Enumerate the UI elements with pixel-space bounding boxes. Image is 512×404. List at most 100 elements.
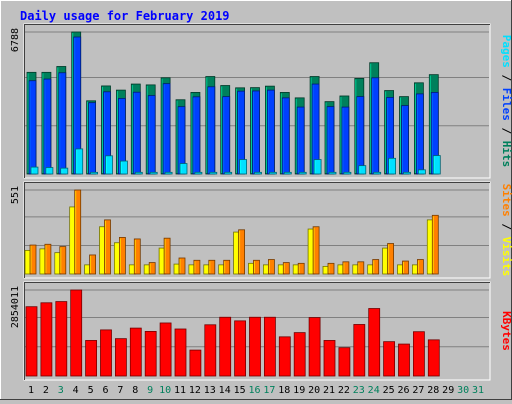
sites-bar bbox=[59, 246, 67, 275]
sites-bar bbox=[253, 259, 260, 275]
pages-bar bbox=[194, 171, 203, 175]
pages-bar bbox=[224, 171, 233, 175]
visits-sites-panel-axis-label-part: Sites bbox=[500, 184, 512, 217]
pages-bar bbox=[60, 167, 69, 175]
kbytes-bar bbox=[383, 341, 396, 377]
sites-bar bbox=[208, 259, 216, 275]
day-label: 24 bbox=[368, 385, 380, 396]
kbytes-bar bbox=[204, 324, 217, 377]
kbytes-bar bbox=[144, 331, 157, 377]
kbytes-bar bbox=[189, 349, 202, 377]
sites-bar bbox=[312, 226, 320, 275]
day-label: 27 bbox=[412, 385, 424, 396]
sites-bar bbox=[74, 189, 82, 275]
pages-bar bbox=[164, 171, 173, 175]
day-label: 30 bbox=[457, 385, 469, 396]
kbytes-bar bbox=[249, 316, 261, 377]
sites-bar bbox=[29, 244, 37, 275]
hits-files-pages-panel-max-label: 6788 bbox=[10, 28, 21, 52]
pages-bar bbox=[120, 160, 128, 175]
kbytes-bar bbox=[219, 316, 232, 377]
kbytes-bar bbox=[323, 340, 336, 377]
pages-bar bbox=[134, 171, 143, 175]
day-label: 12 bbox=[189, 385, 201, 396]
pages-bar bbox=[283, 171, 292, 175]
kbytes-bar bbox=[338, 347, 351, 377]
sites-bar bbox=[44, 243, 52, 275]
sites-bar bbox=[193, 259, 201, 275]
day-label: 25 bbox=[383, 385, 395, 396]
sites-bar bbox=[267, 259, 275, 275]
hits-files-pages-panel-axis-label-part: Files bbox=[500, 88, 512, 121]
kbytes-bar bbox=[293, 332, 306, 377]
kbytes-bar bbox=[55, 301, 68, 377]
kbytes-bar bbox=[278, 336, 291, 377]
chart-panels: 6788 Pages / Files / Hits 551 Sites / Visit… bbox=[10, 23, 512, 381]
pages-bar bbox=[432, 155, 441, 175]
sites-bar bbox=[342, 261, 350, 275]
sites-bar bbox=[89, 254, 96, 275]
pages-bar bbox=[90, 171, 98, 175]
sites-bar bbox=[387, 243, 395, 275]
pages-bar bbox=[313, 159, 322, 175]
hits-files-pages-panel-axis-label: Pages / Files / Hits bbox=[500, 35, 512, 168]
day-label: 29 bbox=[442, 385, 454, 396]
day-label: 13 bbox=[204, 385, 216, 396]
sites-bar bbox=[402, 260, 409, 275]
sites-bar bbox=[297, 262, 305, 275]
day-label: 1 bbox=[28, 385, 34, 396]
day-label: 15 bbox=[234, 385, 246, 396]
kbytes-panel-axis-label: KBytes bbox=[500, 311, 512, 351]
pages-bar bbox=[45, 167, 54, 175]
kbytes-bar bbox=[85, 340, 97, 377]
sites-bar bbox=[119, 237, 126, 275]
pages-bar bbox=[239, 159, 248, 175]
pages-bar bbox=[328, 171, 337, 175]
day-label: 2 bbox=[43, 385, 49, 396]
day-label: 19 bbox=[293, 385, 305, 396]
pages-bar bbox=[388, 157, 397, 175]
kbytes-bar bbox=[398, 343, 410, 377]
day-label: 3 bbox=[58, 385, 64, 396]
day-label: 4 bbox=[73, 385, 79, 396]
kbytes-bar bbox=[234, 320, 247, 377]
day-label: 31 bbox=[472, 385, 484, 396]
kbytes-bar bbox=[70, 289, 83, 377]
day-label: 28 bbox=[427, 385, 439, 396]
kbytes-panel-axis-label-part: KBytes bbox=[500, 311, 512, 351]
chart-title: Daily usage for February 2019 bbox=[20, 9, 230, 23]
hits-files-pages-panel-axis-label-part: / bbox=[500, 121, 512, 141]
kbytes-bar bbox=[174, 328, 187, 377]
kbytes-bar bbox=[427, 339, 440, 377]
pages-bar bbox=[30, 166, 39, 175]
sites-bar bbox=[178, 257, 186, 275]
visits-sites-panel-axis-label: Sites / Visits bbox=[500, 184, 512, 277]
kbytes-bar bbox=[25, 306, 38, 377]
kbytes-bar bbox=[159, 322, 172, 377]
sites-bar bbox=[357, 261, 365, 275]
day-label: 10 bbox=[159, 385, 171, 396]
sites-bar bbox=[282, 262, 290, 275]
day-label: 18 bbox=[278, 385, 290, 396]
pages-bar bbox=[417, 169, 426, 175]
day-label: 9 bbox=[147, 385, 153, 396]
pages-bar bbox=[403, 171, 411, 175]
day-label: 16 bbox=[248, 385, 260, 396]
day-label: 5 bbox=[88, 385, 94, 396]
visits-sites-panel-axis-label-part: Visits bbox=[500, 237, 512, 277]
hits-files-pages-panel-axis-label-part: Hits bbox=[500, 141, 512, 168]
kbytes-bar bbox=[263, 316, 276, 377]
day-label: 22 bbox=[338, 385, 350, 396]
visits-sites-panel-max-label: 551 bbox=[10, 186, 21, 204]
day-label: 23 bbox=[353, 385, 365, 396]
kbytes-bar bbox=[115, 338, 127, 377]
kbytes-bar bbox=[308, 317, 321, 377]
hits-files-pages-panel-axis-label-part: / bbox=[500, 68, 512, 88]
day-label: 21 bbox=[323, 385, 335, 396]
sites-bar bbox=[163, 237, 171, 275]
day-label: 7 bbox=[117, 385, 123, 396]
visits-sites-panel-axis-label-part: / bbox=[500, 217, 512, 237]
day-label: 6 bbox=[102, 385, 108, 396]
